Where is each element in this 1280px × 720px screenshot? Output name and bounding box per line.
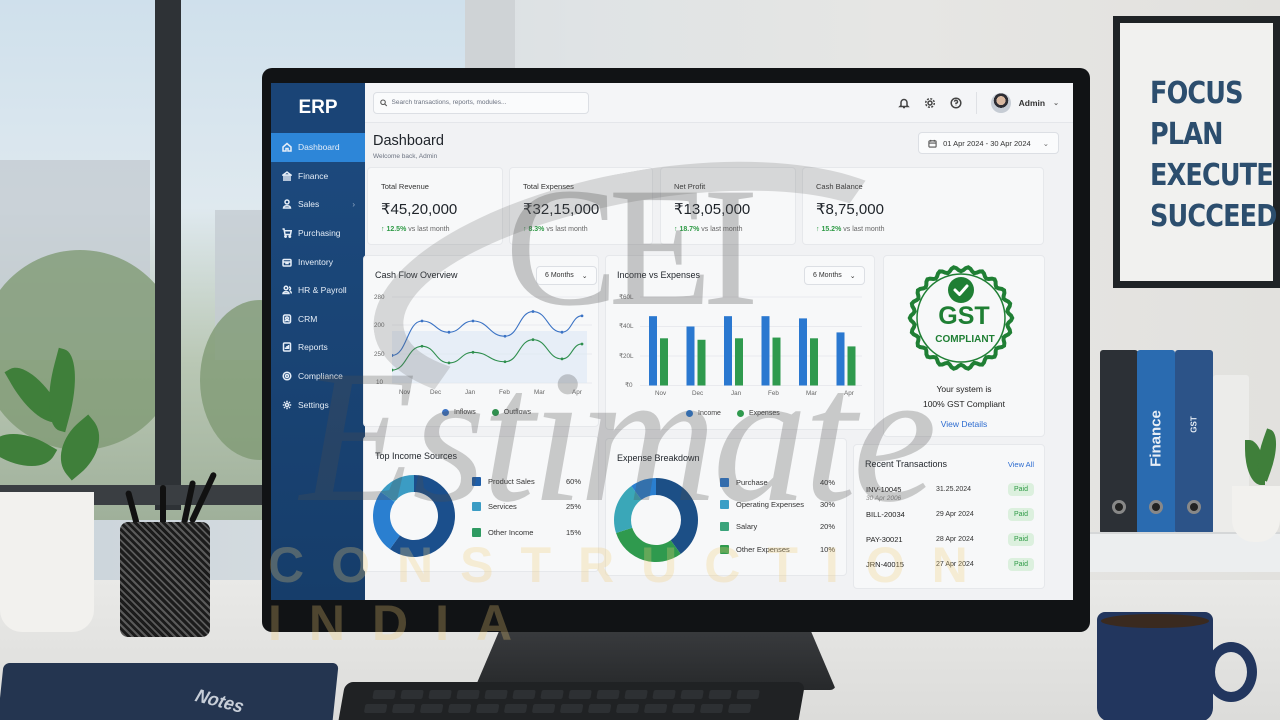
calendar-icon [928,139,937,148]
search-input[interactable] [391,99,582,106]
contact-icon [282,314,292,324]
gst-compliance-card: GST COMPLIANT Your system is 100% GST Co… [883,255,1045,437]
gear-icon [282,400,292,409]
chevron-down-icon: ⌄ [581,272,588,280]
expense-breakdown-card: Expense Breakdown Purchase 40% Operating … [605,438,847,576]
up-arrow-icon: ↑ [816,226,820,233]
sidebar-item-finance[interactable]: Finance [271,162,365,191]
income-expenses-legend: Income Expenses [686,410,780,417]
legend-other-income: Other Income 15% [472,528,592,537]
gear-icon[interactable] [924,97,936,109]
up-arrow-icon: ↑ [381,226,385,233]
kpi-total-expenses[interactable]: Total Expenses ₹32,15,000 ↑ 8.3% vs last… [509,167,653,245]
top-actions: Admin ⌄ [897,91,1059,114]
income-vs-expenses-card: Income vs Expenses 6 Months ⌄ ₹60L ₹40L ₹… [605,255,875,430]
income-sources-card: Top Income Sources Product Sales 60% Serv… [363,436,599,572]
monitor-stand [474,622,836,690]
legend-other-expenses: Other Expenses 10% [720,545,844,554]
avatar [990,92,1011,113]
legend-operating-expenses: Operating Expenses 30% [720,500,844,509]
binder-gst: GST [1175,350,1213,534]
monitor: ERP Dashboard Finance Sales › Purchasing… [262,68,1090,632]
chevron-down-icon: ⌄ [849,272,856,280]
sidebar-item-compliance[interactable]: Compliance [271,362,365,391]
up-arrow-icon: ↑ [523,226,527,233]
chevron-down-icon: ⌄ [1053,99,1059,107]
status-badge: Paid [1007,558,1034,571]
sidebar-item-settings[interactable]: Settings [271,390,365,419]
cash-flow-line-chart [392,296,592,384]
help-icon[interactable] [950,96,962,109]
up-arrow-icon: ↑ [674,226,678,233]
sidebar-item-hr-payroll[interactable]: HR & Payroll [271,276,365,305]
divider [975,91,977,114]
erp-screen: ERP Dashboard Finance Sales › Purchasing… [271,83,1073,600]
sidebar-item-reports[interactable]: Reports [271,333,365,362]
search-box[interactable] [373,91,589,114]
home-icon [282,142,292,153]
shield-icon [282,371,292,381]
transaction-row[interactable]: PAY-30021 28 Apr 2024 Paid [866,533,1034,557]
chevron-down-icon: ⌄ [1042,138,1049,148]
status-badge: Paid [1007,483,1034,496]
cart-icon [282,228,292,239]
view-details-link[interactable]: View Details [940,419,988,429]
report-icon [282,342,292,353]
small-plant-pot [1232,486,1280,542]
people-icon [282,285,292,295]
notebook: Notes [0,663,339,720]
cash-flow-range-select[interactable]: 6 Months ⌄ [536,266,597,285]
cash-flow-legend: Inflows Outflows [442,409,531,416]
user-tag-icon [282,199,292,210]
expense-breakdown-donut [614,478,698,562]
main-area: Admin ⌄ Dashboard Welcome back, Admin 01… [363,83,1073,600]
pen-holder [120,522,210,637]
dashboard-content: Dashboard Welcome back, Admin 01 Apr 202… [363,123,1073,600]
gst-compliant-badge [907,265,1015,371]
page-title: Dashboard [373,133,444,149]
sidebar: ERP Dashboard Finance Sales › Purchasing… [271,83,365,600]
box-icon [282,258,292,267]
welcome-text: Welcome back, Admin [373,153,438,160]
legend-services: Services 25% [472,502,592,511]
cash-flow-card: Cash Flow Overview 6 Months ⌄ 280 200 250… [363,255,599,427]
transaction-row[interactable]: BILL-20034 29 Apr 2024 Paid [866,508,1034,532]
window-frame [155,0,181,510]
sidebar-item-dashboard[interactable]: Dashboard [271,133,365,162]
sidebar-item-sales[interactable]: Sales › [271,190,365,219]
binder-dark [1100,350,1138,534]
binder-finance: Finance [1137,350,1175,534]
bank-icon [282,170,292,181]
transaction-row[interactable]: INV-10045 30 Apr 2006 31.25.2024 Paid [866,483,1034,507]
status-badge: Paid [1007,533,1034,546]
kpi-net-profit[interactable]: Net Profit ₹13,05,000 ↑ 18.7% vs last mo… [660,167,796,245]
income-range-select[interactable]: 6 Months ⌄ [804,266,865,285]
user-menu[interactable]: Admin ⌄ [990,92,1059,113]
keyboard [334,682,806,720]
search-icon [380,98,388,106]
income-expenses-bar-chart [640,296,862,386]
legend-product-sales: Product Sales 60% [472,477,592,486]
transaction-row[interactable]: JRN-40015 27 Apr 2024 Paid [866,558,1034,582]
sidebar-item-purchasing[interactable]: Purchasing [271,219,365,248]
view-all-link[interactable]: View All [1007,460,1034,469]
recent-transactions-card: Recent Transactions View All INV-10045 30… [853,444,1045,589]
chevron-right-icon: › [352,199,355,209]
bell-icon[interactable] [897,97,910,109]
status-badge: Paid [1007,508,1034,521]
date-range-picker[interactable]: 01 Apr 2024 - 30 Apr 2024 ⌄ [918,132,1059,154]
income-sources-donut [373,475,455,557]
app-logo[interactable]: ERP [271,83,365,133]
kpi-cash-balance[interactable]: Cash Balance ₹8,75,000 ↑ 15.2% vs last m… [802,167,1044,245]
coffee-mug [1097,612,1213,720]
sidebar-item-inventory[interactable]: Inventory [271,247,365,276]
top-bar: Admin ⌄ [365,83,1073,123]
sidebar-item-crm[interactable]: CRM [271,305,365,334]
legend-salary: Salary 20% [720,522,844,531]
motivational-poster: FOCUS PLAN EXECUTE SUCCEED [1113,16,1280,288]
gst-badge-text: GST [938,302,990,330]
legend-purchase: Purchase 40% [720,478,844,487]
kpi-total-revenue[interactable]: Total Revenue ₹45,20,000 ↑ 12.5% vs last… [367,167,503,245]
plant-pot [0,492,94,632]
